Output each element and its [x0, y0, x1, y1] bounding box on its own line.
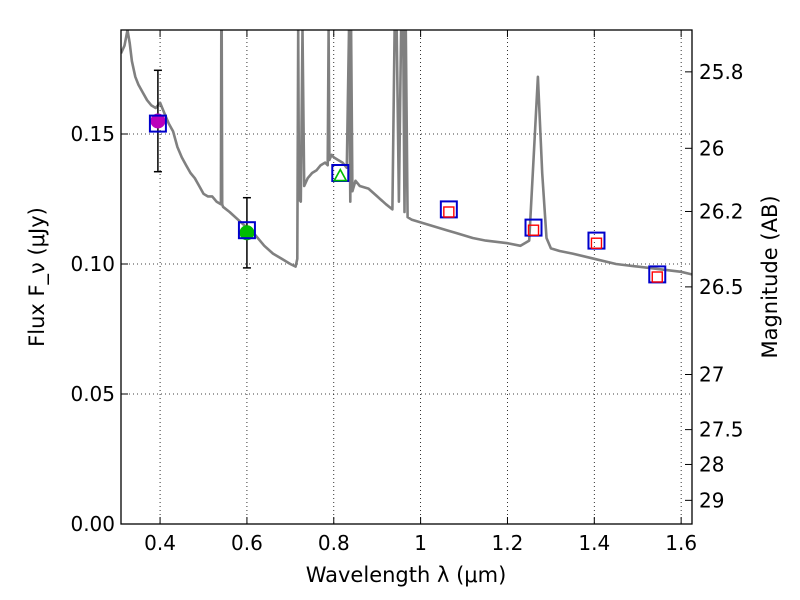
mag-tick-label: 27 [699, 363, 724, 387]
mag-tick-label: 26 [699, 136, 724, 160]
x-tick-label: 0.8 [318, 531, 350, 555]
y-tick-label: 0.10 [70, 252, 115, 276]
mag-tick-label: 27.5 [699, 418, 744, 442]
y-tick-label: 0.05 [70, 382, 115, 406]
y-tick-label: 0.15 [70, 122, 115, 146]
y-tick-label: 0.00 [70, 512, 115, 536]
mag-tick-label: 26.5 [699, 275, 744, 299]
measured-point [150, 113, 166, 129]
mag-tick-label: 29 [699, 488, 724, 512]
mag-tick-label: 26.2 [699, 199, 744, 223]
data-series [121, 30, 692, 284]
synthetic-square-point [590, 237, 603, 249]
x-tick-label: 1 [414, 531, 427, 555]
plot-frame [120, 29, 693, 525]
model-box [148, 114, 167, 133]
measured-point [239, 225, 255, 241]
x-tick-label: 1.2 [492, 531, 524, 555]
y2-axis-title: Magnitude (AB) [758, 195, 782, 358]
mag-tick-label: 25.8 [699, 60, 744, 84]
axis-ticks: 0.4 0.6 0.8 1 1.2 1.4 1.6 0.00 0.05 0.10 0.15 25.8 2… [70, 30, 744, 555]
y-axis-title: Flux F_ν (μJy) [25, 207, 50, 347]
synthetic-triangle-point [332, 167, 348, 182]
synthetic-square-point [443, 206, 455, 218]
x-tick-label: 1.6 [665, 531, 697, 555]
x-tick-label: 0.6 [231, 531, 263, 555]
x-tick-label: 1.4 [578, 531, 610, 555]
synthetic-square-point [651, 271, 663, 283]
mag-tick-label: 28 [699, 452, 724, 476]
synthetic-square-point [527, 224, 540, 236]
x-tick-label: 0.4 [144, 531, 176, 555]
model-spectrum-line [121, 30, 692, 276]
model-box [237, 221, 256, 240]
x-axis-title: Wavelength λ (μm) [306, 563, 507, 587]
